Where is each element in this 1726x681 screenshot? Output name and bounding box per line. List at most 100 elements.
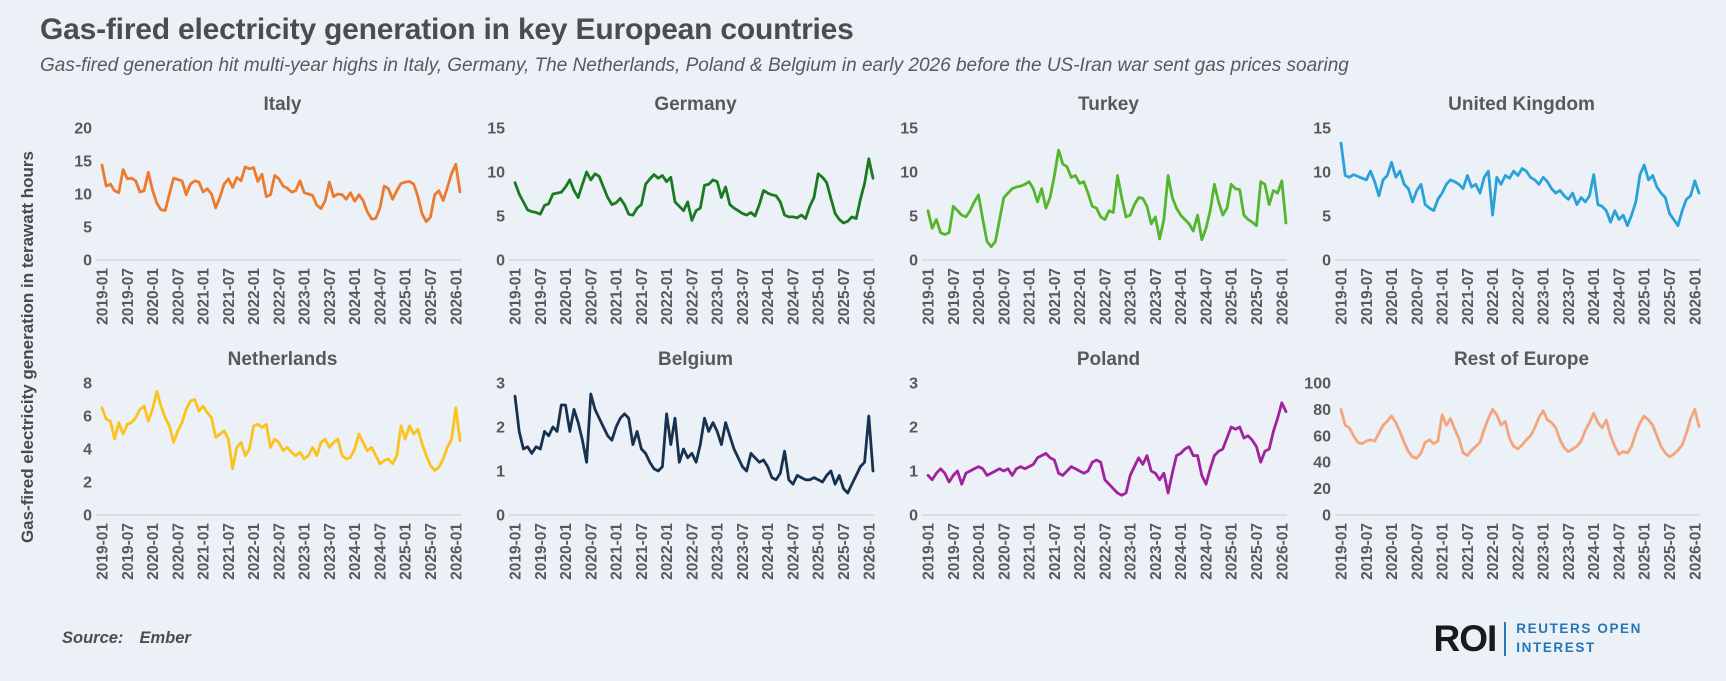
y-tick-label: 10 bbox=[1313, 165, 1331, 182]
chart-panel-belgium: Belgium 0 1 2 3 2019-01 2019-07 2020-01 2020-07… bbox=[469, 347, 882, 602]
chart-title: Turkey bbox=[1078, 94, 1139, 115]
x-tick-label: 2021-01 bbox=[609, 523, 626, 580]
y-tick-label: 5 bbox=[909, 209, 918, 226]
x-tick-label: 2019-01 bbox=[508, 523, 525, 580]
x-tick-label: 2022-01 bbox=[246, 523, 263, 580]
x-tick-label: 2022-01 bbox=[246, 268, 263, 325]
x-tick-label: 2020-01 bbox=[971, 523, 988, 580]
x-tick-label: 2022-01 bbox=[1485, 523, 1502, 580]
x-tick-label: 2022-07 bbox=[271, 523, 288, 580]
x-tick-label: 2024-07 bbox=[785, 268, 802, 325]
line-series bbox=[926, 148, 1288, 249]
chart-title: United Kingdom bbox=[1448, 94, 1595, 115]
chart-title: Netherlands bbox=[227, 349, 338, 370]
x-tick-label: 2023-01 bbox=[1536, 523, 1553, 580]
y-tick-label: 15 bbox=[487, 121, 505, 138]
source-value: Ember bbox=[139, 629, 191, 647]
x-tick-label: 2019-01 bbox=[95, 523, 112, 580]
chart-title: Belgium bbox=[658, 349, 733, 370]
x-tick-label: 2025-07 bbox=[836, 523, 853, 580]
x-tick-label: 2026-01 bbox=[861, 268, 878, 325]
charts-area: Gas-fired electricity generation in tera… bbox=[0, 92, 1726, 602]
x-tick-label: 2023-01 bbox=[710, 268, 727, 325]
y-tick-label: 3 bbox=[496, 376, 505, 393]
x-tick-label: 2019-01 bbox=[1334, 523, 1351, 580]
x-tick-label: 2021-01 bbox=[1435, 523, 1452, 580]
x-tick-label: 2023-01 bbox=[1123, 268, 1140, 325]
x-tick-label: 2019-07 bbox=[1359, 523, 1376, 580]
x-tick-label: 2025-07 bbox=[1662, 268, 1679, 325]
x-tick-label: 2026-01 bbox=[1687, 523, 1704, 580]
y-tick-label: 60 bbox=[1313, 428, 1331, 445]
x-tick-label: 2024-07 bbox=[1198, 523, 1215, 580]
y-tick-label: 2 bbox=[909, 420, 918, 437]
logo-line2: INTEREST bbox=[1516, 639, 1596, 655]
x-tick-label: 2025-07 bbox=[836, 268, 853, 325]
x-tick-label: 2022-07 bbox=[1097, 523, 1114, 580]
y-tick-label: 15 bbox=[74, 154, 92, 171]
x-tick-label: 2024-01 bbox=[1173, 523, 1190, 580]
x-tick-label: 2024-01 bbox=[760, 268, 777, 325]
x-tick-label: 2019-07 bbox=[946, 523, 963, 580]
x-tick-label: 2021-07 bbox=[221, 268, 238, 325]
x-tick-label: 2021-07 bbox=[634, 523, 651, 580]
x-tick-label: 2023-07 bbox=[1561, 268, 1578, 325]
line-series bbox=[1339, 141, 1701, 228]
x-tick-label: 2024-07 bbox=[785, 523, 802, 580]
y-tick-label: 5 bbox=[83, 220, 92, 237]
y-tick-label: 0 bbox=[496, 253, 505, 270]
line-series bbox=[926, 401, 1288, 497]
x-tick-label: 2020-01 bbox=[1384, 523, 1401, 580]
x-tick-label: 2024-01 bbox=[1586, 268, 1603, 325]
x-tick-label: 2021-01 bbox=[196, 523, 213, 580]
x-tick-label: 2019-07 bbox=[946, 268, 963, 325]
x-tick-label: 2019-07 bbox=[120, 523, 137, 580]
y-tick-label: 1 bbox=[496, 464, 505, 481]
x-tick-label: 2021-07 bbox=[1047, 268, 1064, 325]
chart-svg-turkey: 0 5 10 15 2019-01 2019-07 2020-01 2020-07 2021-0… bbox=[900, 121, 1291, 325]
x-tick-label: 2024-01 bbox=[1173, 268, 1190, 325]
x-tick-label: 2020-07 bbox=[1409, 523, 1426, 580]
chart-title: Italy bbox=[263, 94, 302, 115]
logo-divider bbox=[1504, 621, 1507, 656]
x-tick-label: 2019-07 bbox=[533, 523, 550, 580]
y-tick-label: 0 bbox=[83, 253, 92, 270]
x-tick-label: 2024-07 bbox=[1611, 268, 1628, 325]
x-tick-label: 2020-07 bbox=[996, 523, 1013, 580]
x-tick-label: 2021-07 bbox=[634, 268, 651, 325]
chart-svg-rest-of-europe: 0 20 40 60 80 100 2019-01 2019-07 2020-01 2020-07… bbox=[1304, 376, 1704, 580]
x-tick-label: 2024-07 bbox=[1198, 268, 1215, 325]
x-tick-label: 2020-07 bbox=[1409, 268, 1426, 325]
x-tick-label: 2019-01 bbox=[1334, 268, 1351, 325]
chart-panel-italy: Italy 0 5 10 15 20 2019-01 2019-07 2020-01 2020-… bbox=[56, 92, 469, 347]
x-tick-label: 2021-01 bbox=[196, 268, 213, 325]
chart-panel-germany: Germany 0 5 10 15 2019-01 2019-07 2020-01 2020-… bbox=[469, 92, 882, 347]
x-tick-label: 2025-07 bbox=[1249, 523, 1266, 580]
chart-svg-netherlands: 0 2 4 6 8 2019-01 2019-07 2020-01 2020-07 2021-01… bbox=[83, 376, 465, 580]
y-tick-label: 40 bbox=[1313, 455, 1331, 472]
x-tick-label: 2023-07 bbox=[322, 268, 339, 325]
small-multiples-grid: Italy 0 5 10 15 20 2019-01 2019-07 2020-01 2020-… bbox=[56, 92, 1708, 602]
y-tick-label: 0 bbox=[1322, 253, 1331, 270]
x-tick-label: 2019-07 bbox=[120, 268, 137, 325]
x-tick-label: 2025-01 bbox=[398, 523, 415, 580]
y-tick-label: 3 bbox=[909, 376, 918, 393]
y-axis-label: Gas-fired electricity generation in tera… bbox=[18, 150, 37, 544]
y-tick-label: 0 bbox=[1322, 508, 1331, 525]
x-tick-label: 2023-07 bbox=[735, 268, 752, 325]
x-tick-label: 2025-07 bbox=[423, 523, 440, 580]
y-tick-label: 20 bbox=[74, 121, 92, 138]
y-tick-label: 20 bbox=[1313, 481, 1331, 498]
x-tick-label: 2025-01 bbox=[811, 523, 828, 580]
footer: Source: Ember ROI REUTERS OPEN INTEREST bbox=[0, 602, 1726, 681]
chart-svg-belgium: 0 1 2 3 2019-01 2019-07 2020-01 2020-07 2021-01 2… bbox=[496, 376, 878, 580]
x-tick-label: 2020-07 bbox=[583, 268, 600, 325]
x-tick-label: 2024-01 bbox=[347, 523, 364, 580]
x-tick-label: 2023-07 bbox=[322, 523, 339, 580]
x-tick-label: 2023-01 bbox=[297, 268, 314, 325]
chart-title: Germany bbox=[654, 94, 737, 115]
chart-panel-turkey: Turkey 0 5 10 15 2019-01 2019-07 2020-01 2020-0… bbox=[882, 92, 1295, 347]
x-tick-label: 2021-01 bbox=[1022, 268, 1039, 325]
x-tick-label: 2026-01 bbox=[448, 523, 465, 580]
y-tick-label: 5 bbox=[496, 209, 505, 226]
